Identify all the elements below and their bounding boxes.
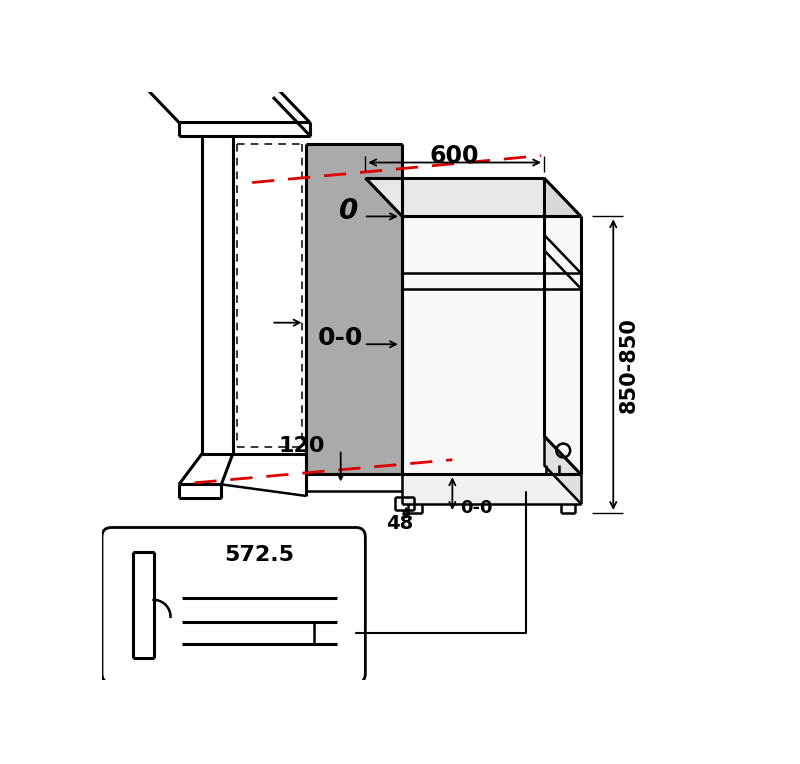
Text: 600: 600 [430,144,479,168]
Polygon shape [366,178,581,216]
Text: 0-0: 0-0 [318,326,363,350]
Text: 850-850: 850-850 [618,317,638,413]
Polygon shape [402,216,581,474]
Text: 48: 48 [386,514,414,533]
Polygon shape [544,436,581,503]
Text: 0-0: 0-0 [460,499,493,517]
Polygon shape [306,144,402,474]
Polygon shape [402,474,581,503]
FancyBboxPatch shape [102,527,366,683]
Polygon shape [544,178,581,474]
Text: 120: 120 [279,436,326,456]
Text: 572.5: 572.5 [225,545,294,565]
Text: 0: 0 [338,197,358,225]
